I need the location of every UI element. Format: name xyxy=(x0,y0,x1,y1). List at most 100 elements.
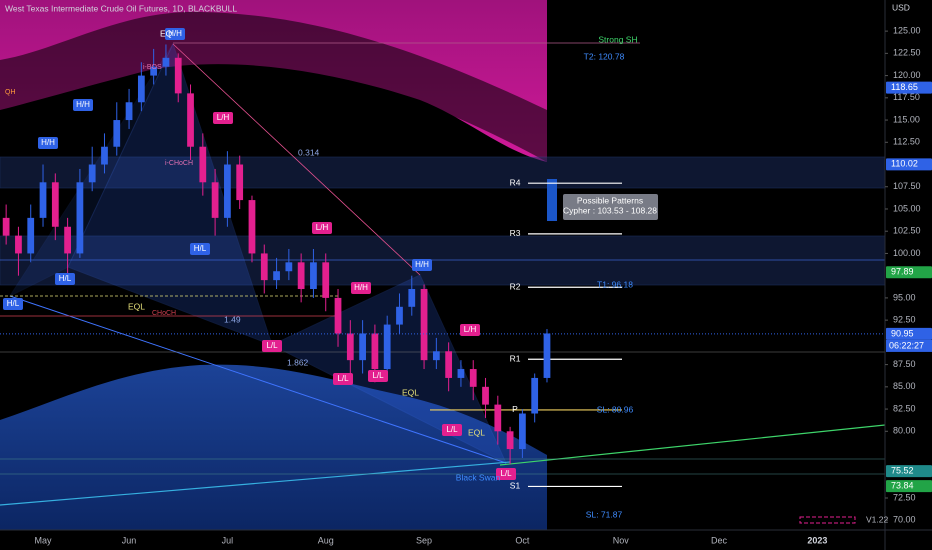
candle-body xyxy=(260,253,268,281)
candle-body xyxy=(334,297,342,334)
candle-body xyxy=(224,164,231,218)
candle-body xyxy=(174,57,182,94)
annotation: SL: 71.87 xyxy=(586,509,623,519)
y-tick-label: 122.50 xyxy=(893,48,921,58)
candle-body xyxy=(310,262,317,290)
swing-label: L/L xyxy=(372,371,384,380)
y-tick-label: 107.50 xyxy=(893,181,921,191)
swing-label-bg xyxy=(442,424,462,436)
x-tick-label: Jun xyxy=(122,535,137,545)
annotation: Possible Patterns xyxy=(577,195,643,205)
candle-body xyxy=(236,164,244,201)
y-tick-label: 85.00 xyxy=(893,381,916,391)
y-tick-label: 112.50 xyxy=(893,137,920,147)
annotation: SL: 80.96 xyxy=(597,404,634,414)
pivot-label: R1 xyxy=(510,354,521,364)
candle-body xyxy=(445,351,453,378)
candle-body xyxy=(76,182,84,254)
swing-label-bg xyxy=(312,222,332,234)
candle-body xyxy=(519,413,526,450)
trend-line xyxy=(499,424,886,466)
x-tick-label: May xyxy=(35,535,53,545)
candle-body xyxy=(322,262,330,298)
swing-label-bg xyxy=(262,340,282,352)
candle-body xyxy=(15,235,22,254)
pattern-line xyxy=(172,43,421,276)
swing-label-bg xyxy=(3,298,23,310)
candle-body xyxy=(297,262,305,290)
price-marker-label: 118.65 xyxy=(891,82,918,92)
countdown: 06:22:27 xyxy=(889,340,924,350)
candle-body xyxy=(125,102,133,121)
y-tick-label: 87.50 xyxy=(893,359,916,369)
swing-label-bg xyxy=(333,373,353,385)
price-marker-label: 90.95 xyxy=(891,328,914,338)
zone xyxy=(0,235,886,286)
y-tick-label: 100.00 xyxy=(893,248,921,258)
x-tick-label: Nov xyxy=(613,535,630,545)
annotation: Strong SH xyxy=(598,34,637,44)
tooltip xyxy=(563,194,658,220)
candle-body xyxy=(396,306,403,325)
candle-body xyxy=(359,333,366,361)
trend-line xyxy=(0,461,511,506)
candle-body xyxy=(371,333,379,370)
y-tick-label: 125.00 xyxy=(893,25,921,35)
price-marker xyxy=(886,465,932,478)
pivot-label: R2 xyxy=(510,281,521,291)
swing-label: L/L xyxy=(446,425,458,434)
candle-body xyxy=(137,75,145,103)
annotation: i-CHoCH xyxy=(165,160,193,167)
swing-label: L/L xyxy=(337,374,349,383)
candle-body xyxy=(346,333,354,361)
annotation: 0.314 xyxy=(298,147,320,157)
swing-label-bg xyxy=(55,273,75,285)
pattern-line xyxy=(9,295,507,464)
swing-label: H/L xyxy=(194,244,207,253)
x-tick-label: Oct xyxy=(515,535,530,545)
swing-label: L/L xyxy=(266,341,278,350)
version-dots xyxy=(799,516,856,524)
y-tick-label: 92.50 xyxy=(893,315,916,325)
candle-body xyxy=(162,57,170,67)
swing-label: H/H xyxy=(415,260,429,269)
y-tick-label: 120.00 xyxy=(893,70,921,80)
swing-label-bg xyxy=(368,370,388,382)
y-tick-label: 115.00 xyxy=(893,114,920,124)
y-tick-label: 80.00 xyxy=(893,426,916,436)
price-marker xyxy=(886,480,932,493)
x-tick-label: 2023 xyxy=(807,535,827,545)
candle-body xyxy=(187,93,194,147)
lower-band xyxy=(0,364,547,530)
swing-label-bg xyxy=(213,112,233,124)
swing-label: L/H xyxy=(464,325,477,334)
annotation: EQ xyxy=(160,28,173,38)
candle-body xyxy=(39,182,47,218)
upper-band-shade xyxy=(0,11,547,162)
price-marker xyxy=(886,327,932,340)
candle-body xyxy=(285,262,293,272)
candle-body xyxy=(432,351,440,361)
annotation: T1: 96.18 xyxy=(597,279,633,289)
candle-body xyxy=(506,431,514,450)
price-marker xyxy=(886,266,932,279)
annotation: 1.862 xyxy=(287,357,309,367)
candle-body xyxy=(469,369,477,387)
candle-body xyxy=(51,182,59,227)
swing-label-bg xyxy=(73,99,93,111)
swing-label-bg xyxy=(351,282,371,294)
price-marker-label: 75.52 xyxy=(891,466,914,476)
swing-label: L/H xyxy=(316,223,329,232)
x-tick-label: Jul xyxy=(222,535,234,545)
y-tick-label: 105.00 xyxy=(893,203,921,213)
swing-label-bg xyxy=(496,468,516,480)
candle-body xyxy=(531,377,539,414)
candle-body xyxy=(211,182,219,218)
candle-body xyxy=(88,164,96,183)
x-tick-label: Aug xyxy=(318,535,334,545)
candle-body xyxy=(27,217,35,254)
annotation: EQL xyxy=(402,387,419,397)
annotation: CHoCH xyxy=(152,310,176,317)
